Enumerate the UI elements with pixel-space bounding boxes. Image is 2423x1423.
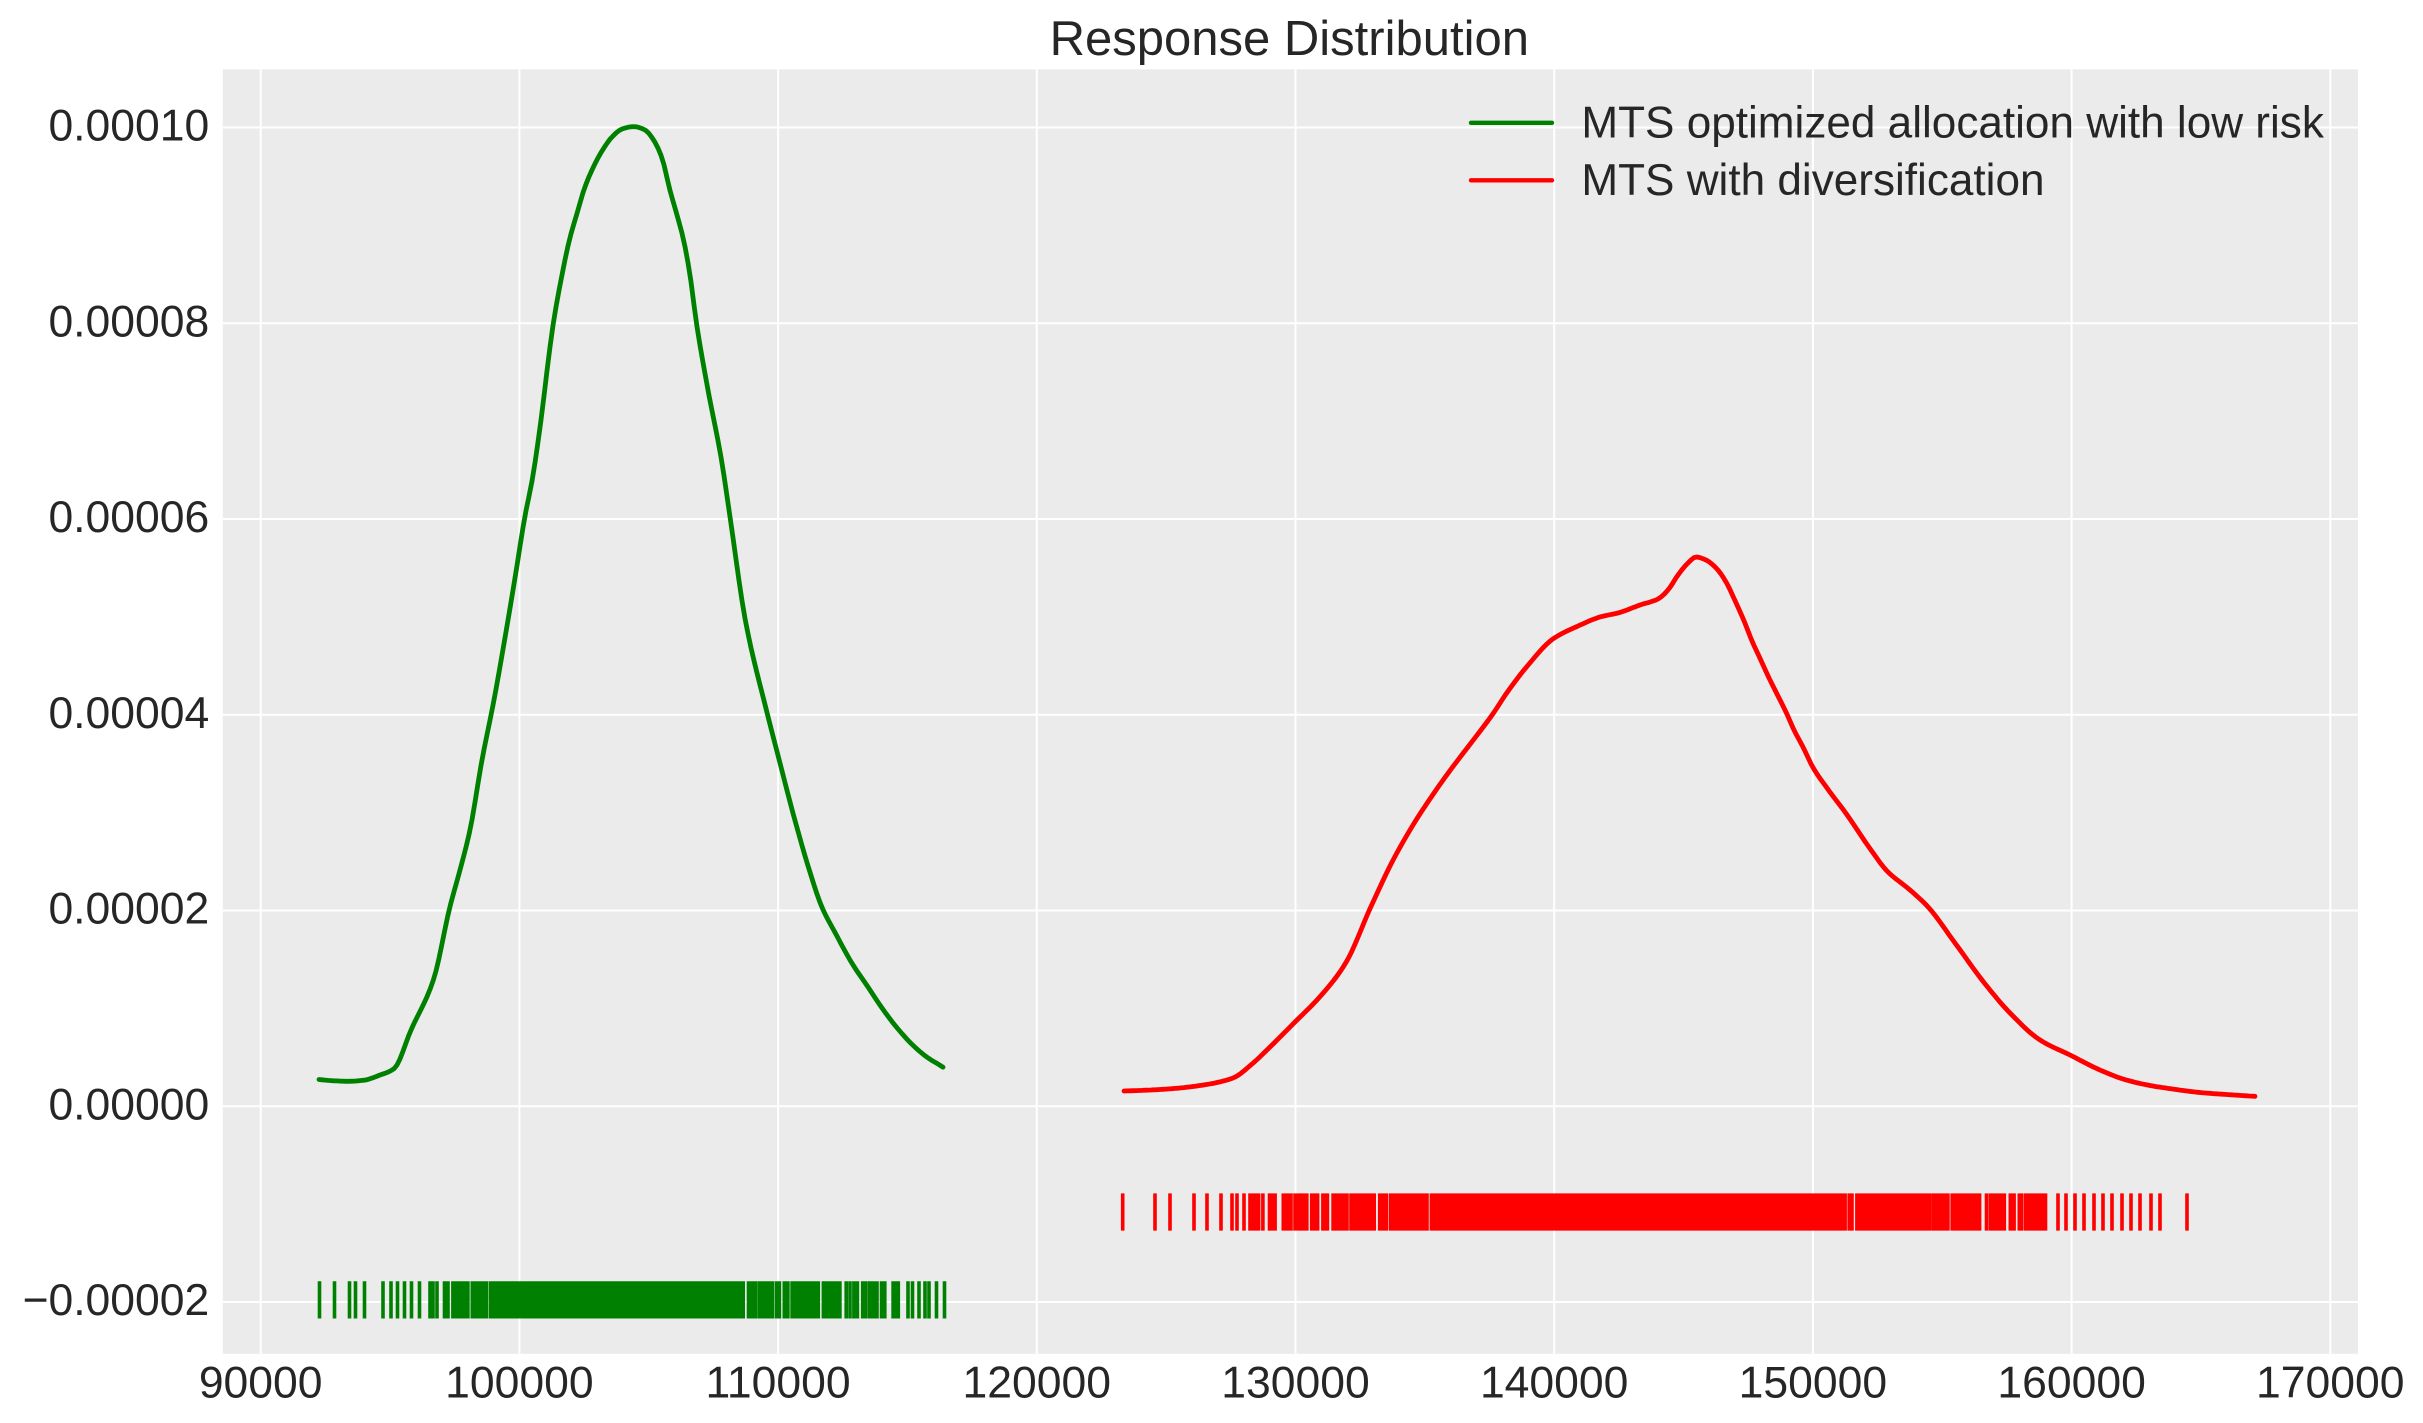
svg-text:130000: 130000 <box>1221 1358 1370 1407</box>
svg-text:0.00010: 0.00010 <box>48 102 209 151</box>
svg-text:MTS with diversification: MTS with diversification <box>1581 156 2044 205</box>
svg-text:170000: 170000 <box>2256 1358 2405 1407</box>
svg-text:100000: 100000 <box>445 1358 594 1407</box>
svg-text:0.00008: 0.00008 <box>48 297 209 346</box>
svg-text:0.00006: 0.00006 <box>48 493 209 542</box>
svg-text:110000: 110000 <box>705 1358 850 1407</box>
svg-text:0.00004: 0.00004 <box>48 689 209 738</box>
svg-text:0.00000: 0.00000 <box>48 1081 209 1130</box>
svg-text:MTS optimized allocation with: MTS optimized allocation with low risk <box>1581 99 2324 148</box>
svg-text:Response Distribution: Response Distribution <box>1050 12 1529 66</box>
svg-text:160000: 160000 <box>1997 1358 2146 1407</box>
svg-text:90000: 90000 <box>199 1358 323 1407</box>
svg-text:−0.00002: −0.00002 <box>22 1276 209 1325</box>
svg-text:140000: 140000 <box>1480 1358 1629 1407</box>
svg-text:0.00002: 0.00002 <box>48 885 209 934</box>
svg-text:120000: 120000 <box>963 1358 1112 1407</box>
svg-text:150000: 150000 <box>1739 1358 1888 1407</box>
